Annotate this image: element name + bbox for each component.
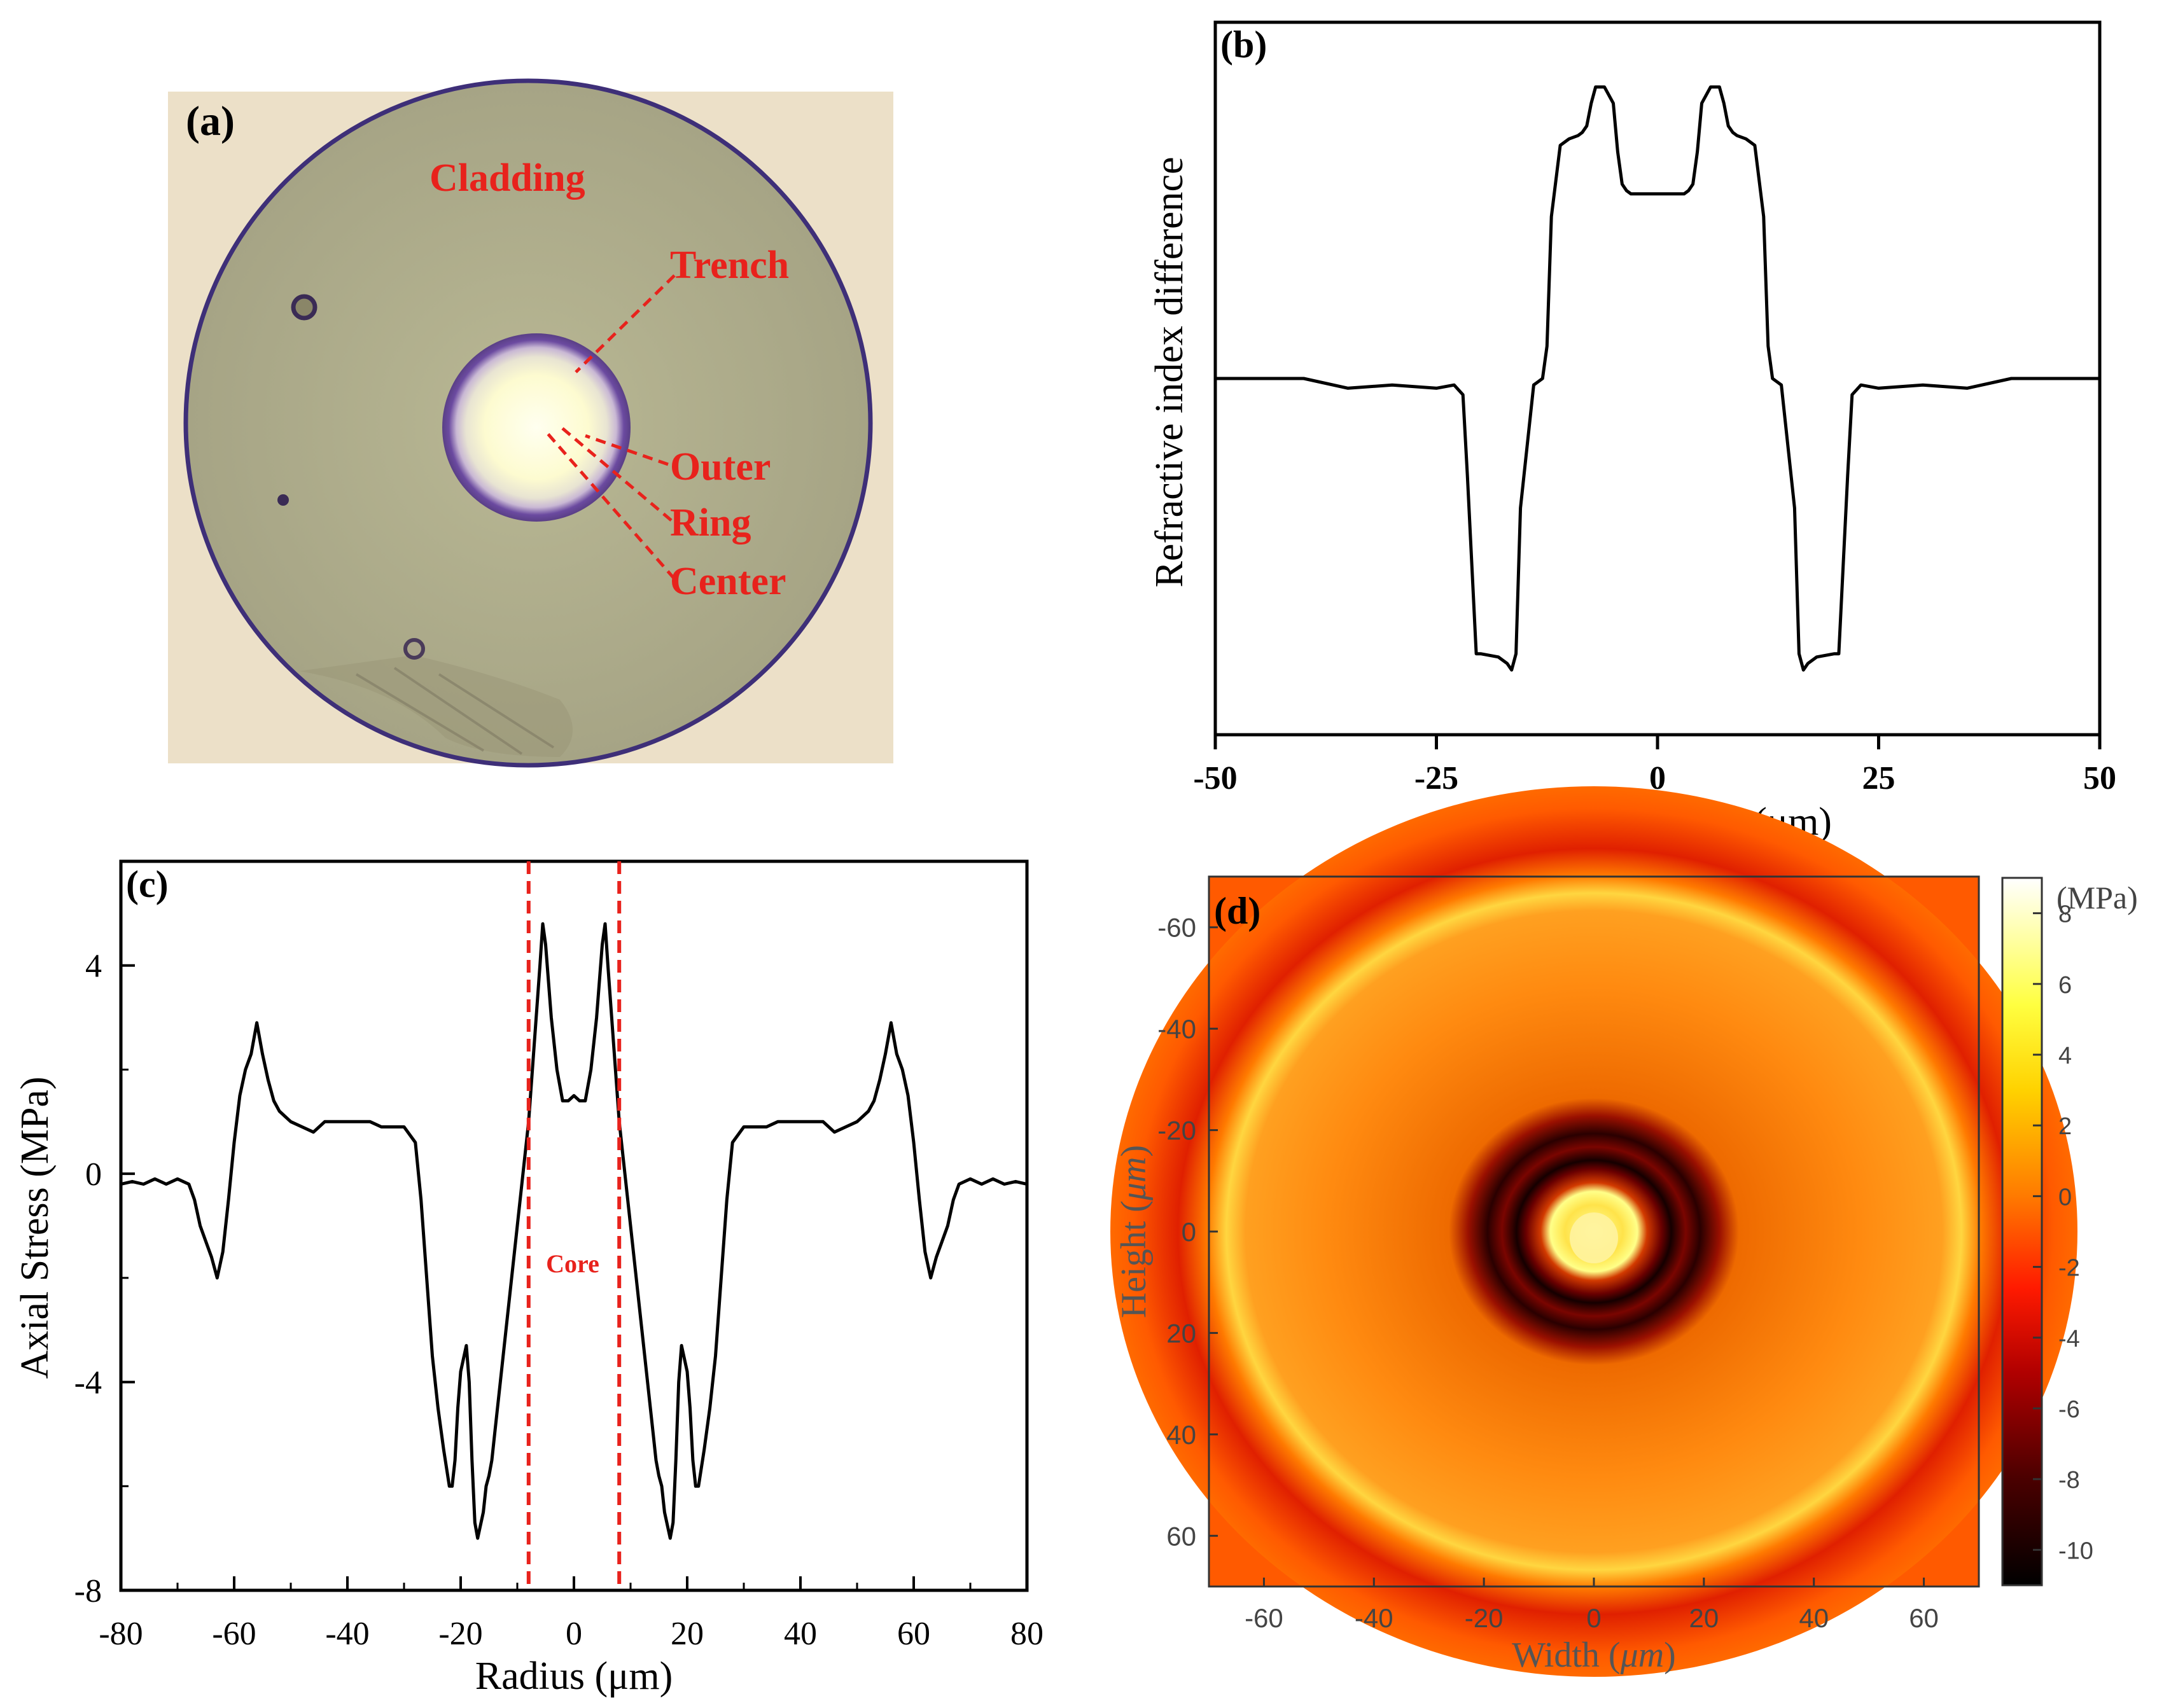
- colorbar-tick-label: 6: [2058, 972, 2072, 999]
- defect-bubble-1: [291, 294, 318, 321]
- panel-c: -80 -60 -40 -20 0 20 40 60 80-8-404 Core (c) Rad…: [13, 859, 1044, 1698]
- y-tick-label-d: 40: [1166, 1420, 1196, 1450]
- x-tick-label-c: 20: [671, 1616, 704, 1652]
- colorbar-tick-label: -8: [2058, 1467, 2080, 1494]
- axial-stress-curve: [120, 922, 1028, 1540]
- label-cladding: Cladding: [429, 156, 585, 200]
- x-tick-label-c: 0: [566, 1616, 582, 1652]
- defect-bubble-2: [277, 494, 289, 506]
- x-axis-unit-d: μm: [1620, 1635, 1665, 1675]
- axis-ticks-c: -80 -60 -40 -20 0 20 40 60 80-8-404: [74, 860, 1044, 1652]
- x-tick-label-c: -40: [325, 1616, 369, 1652]
- y-tick-label-d: 0: [1182, 1217, 1196, 1247]
- x-tick-label-c: -20: [438, 1616, 482, 1652]
- y-tick-label-d: -60: [1157, 913, 1196, 943]
- plot-b-frame: [1213, 20, 2102, 737]
- x-tick-label-b: 25: [1862, 760, 1895, 796]
- panel-a: (a) Cladding Trench Outer Ring Center: [168, 78, 893, 768]
- x-tick-label-b: -25: [1414, 760, 1458, 796]
- x-tick-label-c: 40: [784, 1616, 817, 1652]
- x-tick-label-d: -40: [1355, 1603, 1393, 1633]
- x-tick-label-c: 60: [897, 1616, 930, 1652]
- colorbar-tick-label: -2: [2058, 1255, 2080, 1282]
- axis-ticks-d: -60 -40 -20 0 20 40 60 -60 -40 -20 0 20 40 60: [1157, 913, 1939, 1633]
- colorbar-tick-label: -4: [2058, 1326, 2080, 1352]
- y-tick-label-d: -20: [1157, 1116, 1196, 1146]
- label-trench: Trench: [670, 244, 789, 287]
- x-tick-label-d: 0: [1586, 1603, 1601, 1633]
- y-tick-label-c: 4: [85, 948, 102, 985]
- plot-c-frame: [119, 859, 1029, 1592]
- x-tick-label-d: 60: [1909, 1603, 1939, 1633]
- label-ring: Ring: [670, 501, 751, 545]
- colorbar-title: (MPa): [2056, 880, 2138, 915]
- panel-b-label: (b): [1220, 24, 1267, 66]
- label-center: Center: [670, 560, 786, 603]
- panel-d-label: (d): [1214, 890, 1260, 932]
- fiber-core-trench: [442, 333, 631, 522]
- colorbar-tick-label: -6: [2058, 1396, 2080, 1423]
- annotation-pointers: [543, 274, 676, 580]
- colorbar-ticks: 8 6 4 2 0 -2 -4 -6 -8 -10: [2033, 901, 2093, 1564]
- y-axis-label-c: Axial Stress (MPa): [13, 1076, 57, 1378]
- x-tick-label-b: -50: [1193, 760, 1237, 796]
- y-tick-label-d: -40: [1157, 1014, 1196, 1044]
- y-axis-label-b: Refractive index difference: [1148, 156, 1191, 587]
- cleave-texture-lines: [355, 667, 555, 755]
- colorbar-tick-label: -10: [2058, 1538, 2093, 1564]
- x-axis-label-c: Radius (μm): [475, 1655, 673, 1698]
- x-tick-label-d: 20: [1689, 1603, 1719, 1633]
- x-tick-label-b: 50: [2083, 760, 2116, 796]
- defect-bubble-3: [403, 638, 425, 660]
- label-outer: Outer: [670, 445, 771, 489]
- colorbar-tick-label: 8: [2058, 901, 2072, 928]
- x-axis-label-d: Width (μm): [1512, 1635, 1676, 1675]
- y-tick-label-c: 0: [85, 1156, 102, 1193]
- colorbar: [2001, 877, 2043, 1586]
- y-axis-unit-d: μm: [1114, 1157, 1154, 1202]
- y-tick-label-d: 60: [1166, 1521, 1196, 1551]
- panel-c-label: (c): [126, 863, 169, 905]
- y-axis-label-d: Height (μm): [1114, 1145, 1154, 1318]
- x-tick-label-d: 40: [1799, 1603, 1829, 1633]
- y-axis-label-d-text: Height: [1114, 1221, 1154, 1318]
- y-tick-label-d: 20: [1166, 1318, 1196, 1348]
- colorbar-tick-label: 0: [2058, 1184, 2072, 1211]
- x-axis-ticks-b: -50 -25 0 25 50: [1193, 735, 2116, 796]
- x-tick-label-c: -80: [99, 1616, 143, 1652]
- core-label: Core: [546, 1249, 599, 1278]
- x-tick-label-d: -20: [1465, 1603, 1504, 1633]
- x-axis-label-d-text: Width: [1512, 1635, 1600, 1675]
- y-tick-label-c: -4: [74, 1365, 102, 1401]
- x-tick-label-c: -60: [212, 1616, 256, 1652]
- heatmap-center-glow: [1570, 1212, 1618, 1263]
- x-tick-label-c: 80: [1010, 1616, 1044, 1652]
- colorbar-tick-label: 4: [2058, 1043, 2072, 1069]
- refractive-index-curve: [1215, 85, 2100, 672]
- x-tick-label-d: -60: [1245, 1603, 1283, 1633]
- y-tick-label-c: -8: [74, 1573, 102, 1609]
- panel-a-label: (a): [186, 98, 235, 144]
- colorbar-tick-label: 2: [2058, 1113, 2072, 1140]
